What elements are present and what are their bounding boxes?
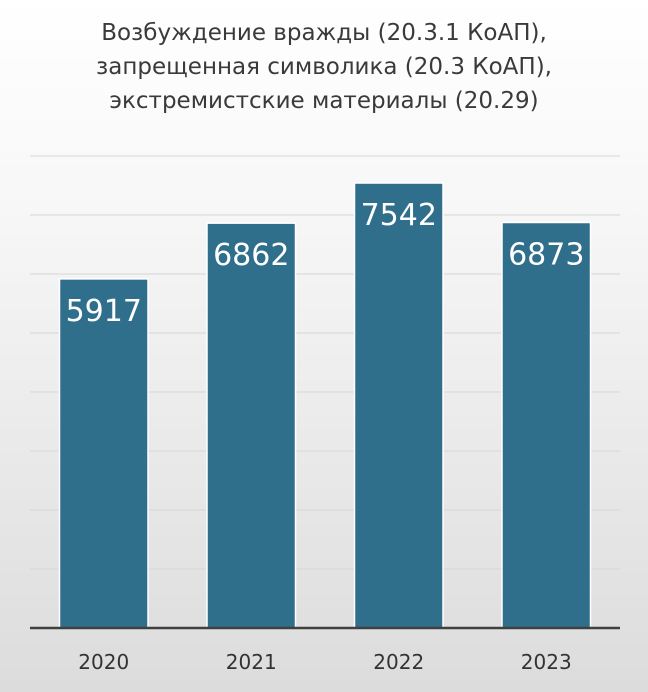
data-label-2020: 5917 <box>66 294 142 329</box>
bar-2022 <box>353 182 444 629</box>
data-labels: 5917 6862 7542 6873 <box>66 198 585 329</box>
chart-title-line-1: Возбуждение вражды (20.3.1 КоАП), <box>101 20 547 46</box>
chart-title-line-3: экстремистские материалы (20.29) <box>109 88 538 114</box>
data-label-2021: 6862 <box>213 238 289 273</box>
x-tick-2022: 2022 <box>373 650 424 674</box>
chart-title-line-2: запрещенная символика (20.3 КоАП), <box>96 54 552 80</box>
bar-2023 <box>501 221 592 629</box>
x-tick-2021: 2021 <box>226 650 277 674</box>
data-label-2023: 6873 <box>508 237 584 272</box>
bars <box>58 182 592 629</box>
bar-2020 <box>58 278 149 629</box>
x-tick-2023: 2023 <box>521 650 572 674</box>
x-tick-labels: 2020 2021 2022 2023 <box>78 650 571 674</box>
data-label-2022: 7542 <box>361 198 437 233</box>
bar-2021 <box>206 222 297 629</box>
x-tick-2020: 2020 <box>78 650 129 674</box>
